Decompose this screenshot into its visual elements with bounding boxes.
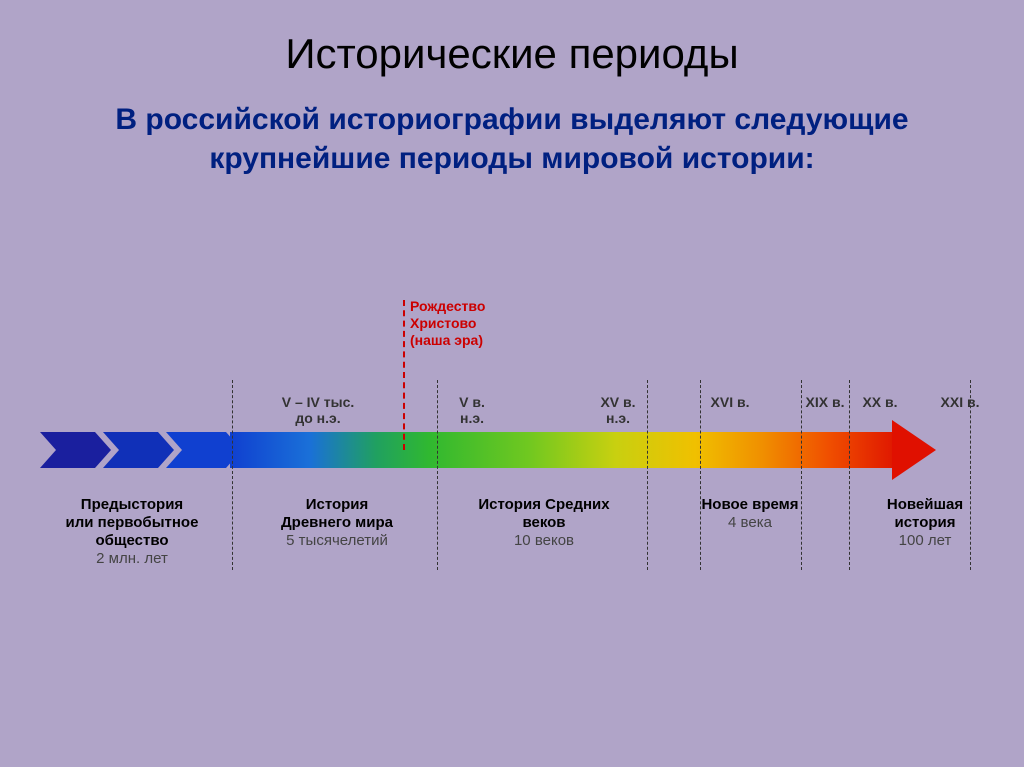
- era-tick-label: XVI в.: [700, 394, 760, 410]
- era-tick-label: XIX в.: [800, 394, 850, 410]
- era-tick-label: XXI в.: [930, 394, 990, 410]
- period-block: Предыстория или первобытное общество2 мл…: [32, 496, 232, 568]
- prehistory-arrow-piece: [103, 420, 174, 480]
- period-duration: 100 лет: [850, 532, 1000, 550]
- era-tick-label: V в. н.э.: [442, 394, 502, 426]
- era-tick-label: V – IV тыс. до н.э.: [238, 394, 398, 426]
- gradient-bar: [230, 432, 894, 468]
- period-name: История Средних веков: [440, 496, 648, 532]
- era-tick-label: XX в.: [855, 394, 905, 410]
- page-title: Исторические периоды: [0, 0, 1024, 78]
- subtitle: В российской историографии выделяют след…: [0, 78, 1024, 178]
- christmas-divider: [403, 300, 405, 450]
- period-duration: 4 века: [656, 514, 844, 532]
- period-block: История Древнего мира5 тысячелетий: [232, 496, 442, 550]
- period-name: История Древнего мира: [232, 496, 442, 532]
- period-name: Новейшая история: [850, 496, 1000, 532]
- prehistory-arrow-piece: [40, 420, 111, 480]
- era-tick-label: XV в. н.э.: [588, 394, 648, 426]
- period-duration: 5 тысячелетий: [232, 532, 442, 550]
- period-duration: 10 веков: [440, 532, 648, 550]
- christmas-marker-label: Рождество Христово (наша эра): [410, 298, 485, 348]
- period-name: Предыстория или первобытное общество: [32, 496, 232, 550]
- period-name: Новое время: [656, 496, 844, 514]
- period-block: История Средних веков10 веков: [440, 496, 648, 550]
- period-block: Новейшая история100 лет: [850, 496, 1000, 550]
- period-block: Новое время4 века: [656, 496, 844, 532]
- period-duration: 2 млн. лет: [32, 550, 232, 568]
- timeline: [40, 420, 984, 480]
- timeline-arrowhead-icon: [892, 420, 936, 480]
